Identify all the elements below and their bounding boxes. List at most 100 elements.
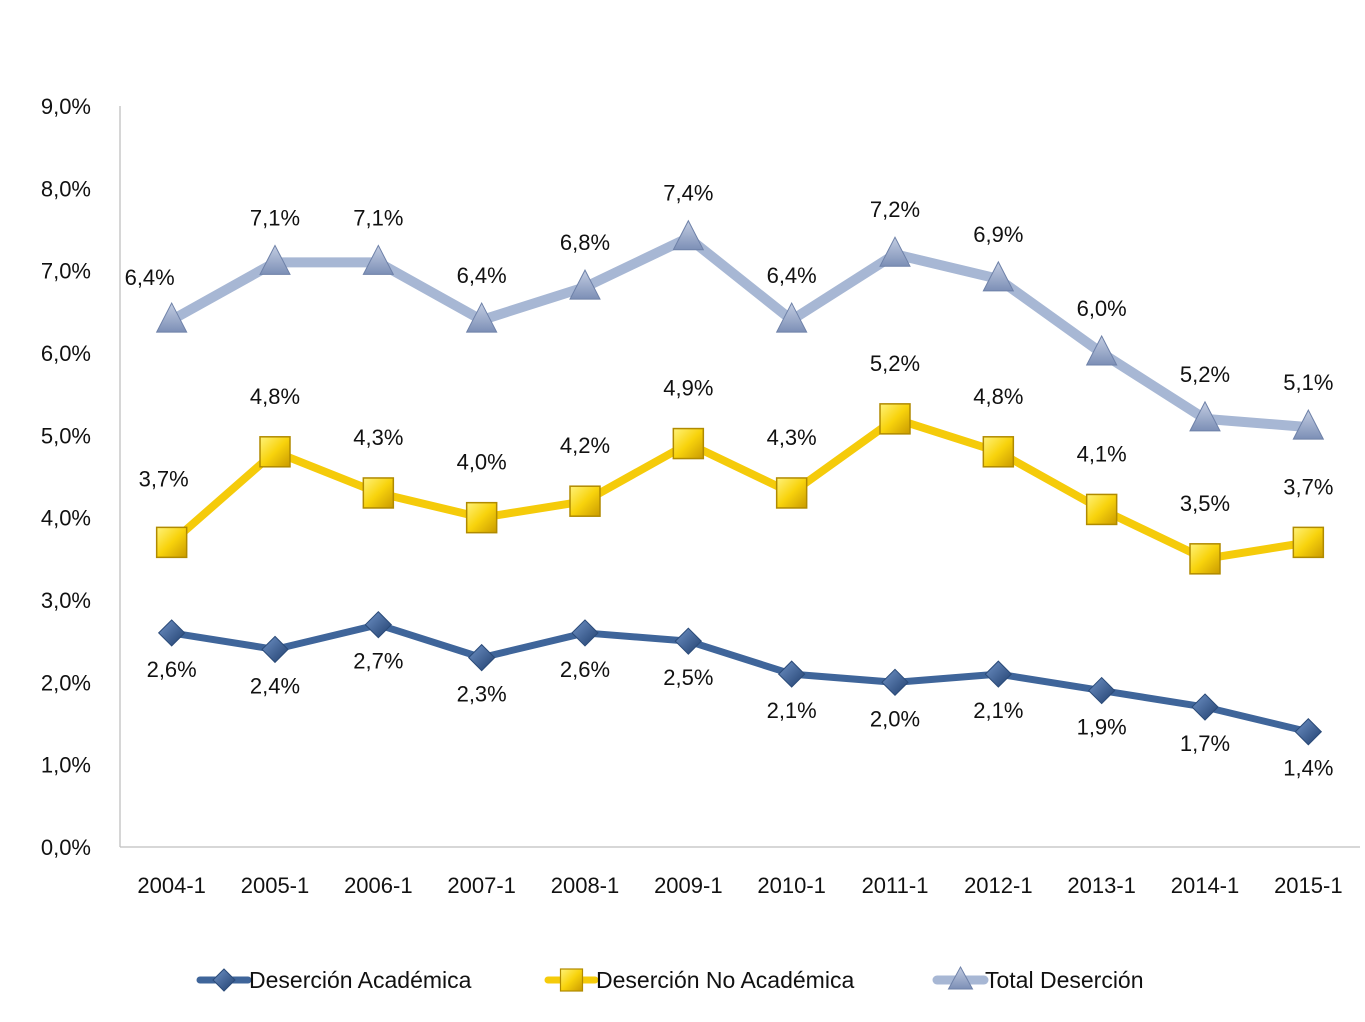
- x-tick-label: 2010-1: [757, 873, 826, 898]
- y-tick-label: 1,0%: [41, 753, 91, 778]
- data-label: 2,0%: [870, 706, 920, 731]
- triangle-marker: [155, 301, 188, 333]
- series-line: [167, 414, 1313, 563]
- data-label: 3,5%: [1180, 491, 1230, 516]
- data-label: 6,9%: [973, 222, 1023, 247]
- legend-item-diamond: Deserción Académica: [196, 967, 472, 993]
- x-tick-label: 2009-1: [654, 873, 723, 898]
- diamond-marker: [157, 619, 186, 647]
- data-label: 1,7%: [1180, 731, 1230, 756]
- legend: Deserción Académica Deserción No Académic…: [196, 965, 1144, 993]
- data-label: 3,7%: [1283, 474, 1333, 499]
- diamond-marker: [1191, 693, 1219, 721]
- data-label: 4,2%: [560, 433, 610, 458]
- square-icon: [559, 968, 584, 992]
- diamond-marker: [777, 660, 806, 688]
- data-label: 6,4%: [125, 265, 175, 290]
- data-label: 6,0%: [1077, 296, 1127, 321]
- square-marker: [362, 477, 395, 509]
- triangle-marker: [982, 260, 1015, 292]
- y-tick-label: 5,0%: [41, 423, 91, 448]
- x-tick-label: 2012-1: [964, 873, 1033, 898]
- diamond-marker: [571, 619, 599, 647]
- data-label: 4,3%: [353, 425, 403, 450]
- y-tick-label: 9,0%: [41, 94, 91, 119]
- legend-item-square: Deserción No Académica: [544, 967, 854, 993]
- diamond-marker: [881, 668, 909, 697]
- legend-label: Total Deserción: [985, 967, 1144, 993]
- square-marker: [1085, 493, 1118, 526]
- data-labels: 6,4% 7,1% 7,1% 6,4% 6,8% 7,4% 6,4% 7,2% 6,9% 6,0%…: [125, 181, 1334, 781]
- triangle-marker: [259, 244, 291, 275]
- diamond-marker: [1294, 718, 1323, 746]
- square-marker: [879, 403, 911, 435]
- diamond-marker: [261, 635, 289, 664]
- data-label: 4,3%: [767, 425, 817, 450]
- legend-item-triangle: Total Deserción: [932, 965, 1144, 993]
- data-label: 4,1%: [1077, 441, 1127, 466]
- square-marker: [1189, 543, 1221, 575]
- x-tick-label: 2013-1: [1067, 873, 1136, 898]
- triangle-marker: [1085, 334, 1118, 366]
- diamond-marker: [984, 660, 1013, 688]
- data-label: 5,2%: [1180, 362, 1230, 387]
- y-tick-label: 2,0%: [41, 670, 91, 695]
- diamond-marker: [364, 610, 393, 639]
- square-marker: [982, 436, 1015, 468]
- data-label: 1,9%: [1077, 715, 1127, 740]
- triangle-marker: [362, 244, 395, 275]
- diamond-marker: [674, 627, 703, 655]
- square-marker: [569, 485, 601, 517]
- series-group: [155, 219, 1325, 746]
- data-label: 6,4%: [457, 263, 507, 288]
- data-label: 7,1%: [353, 205, 403, 230]
- triangle-icon: [947, 965, 974, 990]
- data-label: 4,0%: [457, 450, 507, 475]
- data-label: 4,9%: [663, 376, 713, 401]
- data-label: 2,6%: [147, 657, 197, 682]
- triangle-marker: [1292, 409, 1325, 440]
- data-label: 5,1%: [1283, 370, 1333, 395]
- data-label: 7,1%: [250, 205, 300, 230]
- triangle-marker: [879, 236, 911, 267]
- square-marker: [775, 477, 808, 509]
- square-marker: [259, 436, 291, 468]
- y-tick-label: 4,0%: [41, 506, 91, 531]
- y-tick-label: 8,0%: [41, 176, 91, 201]
- axes: 0,0% 1,0% 2,0% 3,0% 4,0% 5,0% 6,0% 7,0% 8,0% 9,0%…: [41, 94, 1360, 898]
- triangle-marker: [1189, 400, 1221, 432]
- y-tick-label: 0,0%: [41, 835, 91, 860]
- series-triangle: [155, 219, 1325, 440]
- data-label: 4,8%: [973, 384, 1023, 409]
- data-label: 3,7%: [139, 466, 189, 491]
- data-label: 7,4%: [663, 181, 713, 206]
- y-tick-label: 7,0%: [41, 259, 91, 284]
- diamond-marker: [467, 643, 496, 672]
- x-tick-label: 2005-1: [241, 873, 310, 898]
- x-tick-label: 2014-1: [1171, 873, 1240, 898]
- x-tick-label: 2006-1: [344, 873, 413, 898]
- series-line: [166, 232, 1314, 433]
- x-tick-label: 2015-1: [1274, 873, 1343, 898]
- data-label: 2,7%: [353, 649, 403, 674]
- triangle-marker: [465, 301, 498, 333]
- square-marker: [672, 427, 705, 460]
- x-tick-label: 2007-1: [447, 873, 516, 898]
- data-label: 2,6%: [560, 657, 610, 682]
- square-marker: [155, 526, 188, 559]
- data-label: 2,1%: [973, 698, 1023, 723]
- data-label: 1,4%: [1283, 756, 1333, 781]
- diamond-marker: [1087, 676, 1116, 705]
- legend-label: Deserción Académica: [249, 967, 472, 993]
- triangle-marker: [569, 269, 601, 300]
- series-diamond: [157, 610, 1323, 746]
- square-marker: [465, 501, 498, 534]
- x-tick-label: 2008-1: [551, 873, 620, 898]
- triangle-marker: [672, 219, 705, 251]
- square-marker: [1292, 526, 1325, 559]
- data-label: 6,4%: [767, 263, 817, 288]
- triangle-marker: [775, 301, 808, 333]
- data-label: 6,8%: [560, 230, 610, 255]
